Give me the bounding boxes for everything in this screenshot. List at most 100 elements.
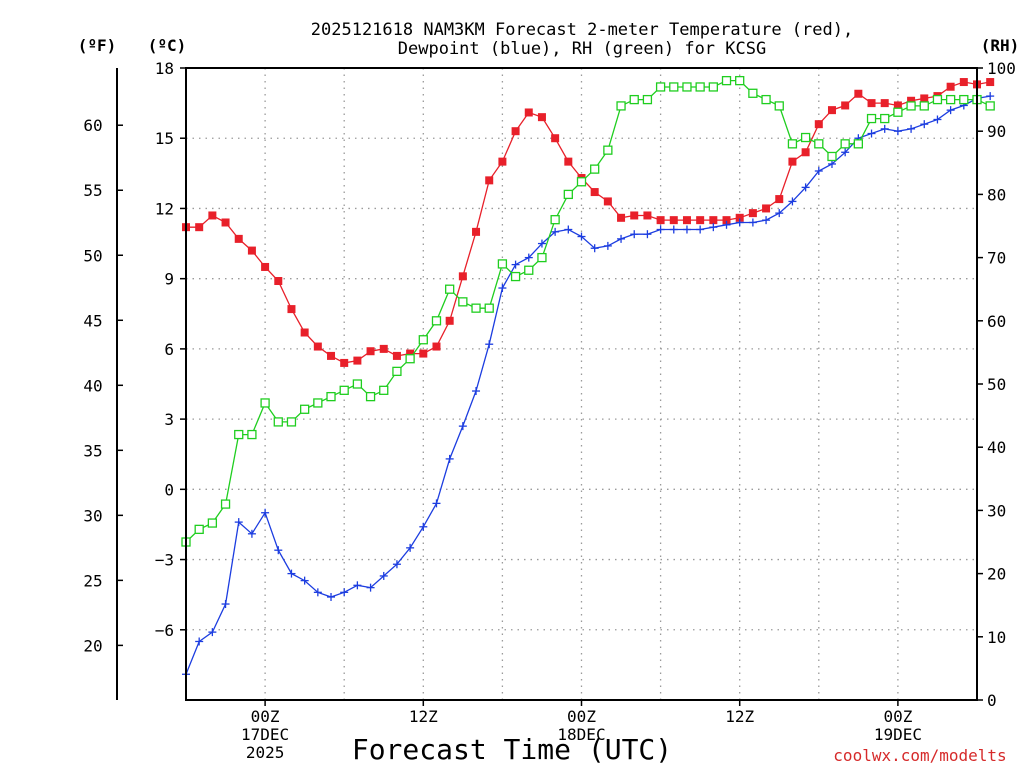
- dewpoint-point: [485, 340, 494, 349]
- rh-point: [721, 75, 732, 86]
- rh-point: [945, 94, 956, 105]
- rh-point: [537, 252, 547, 263]
- temperature-point: [986, 78, 995, 87]
- series-dewpoint: [182, 92, 995, 679]
- rh-point: [445, 284, 455, 294]
- temperature-point: [735, 213, 744, 222]
- fahrenheit-tick-label: 30: [83, 506, 102, 525]
- rh-point: [220, 499, 231, 509]
- rh-point: [273, 417, 283, 427]
- dewpoint-point: [893, 127, 902, 136]
- dewpoint-point: [221, 600, 230, 609]
- temperature-point: [511, 127, 520, 136]
- rh-point: [695, 82, 705, 92]
- celsius-tick-label: 15: [155, 129, 174, 148]
- temperature-point: [630, 211, 639, 220]
- celsius-tick-label: 6: [164, 340, 174, 359]
- tick-labels: 1815129630−3−660555045403530252010090807…: [83, 59, 1016, 762]
- rh-point: [985, 101, 995, 111]
- dewpoint-point: [498, 284, 507, 293]
- rh-tick-label: 10: [987, 628, 1006, 647]
- temperature-point: [617, 213, 626, 222]
- dewpoint-point: [577, 232, 586, 241]
- rh-point: [866, 113, 877, 124]
- rh-point: [603, 145, 613, 155]
- rh-point: [932, 94, 943, 105]
- temperature-point: [920, 94, 929, 103]
- series-layer: [181, 75, 995, 679]
- temperature-point: [564, 157, 573, 166]
- rh-point: [840, 139, 850, 149]
- rh-point: [748, 88, 758, 98]
- dewpoint-point: [274, 546, 283, 555]
- dewpoint-point: [946, 106, 955, 115]
- dewpoint-point: [419, 522, 428, 531]
- temperature-point: [788, 157, 797, 166]
- temperature-point: [300, 328, 309, 337]
- rh-point: [194, 524, 204, 535]
- rh-point: [379, 385, 389, 395]
- temperature-point: [366, 347, 375, 356]
- rh-point: [735, 75, 745, 86]
- rh-point: [774, 101, 784, 111]
- dewpoint-point: [643, 230, 652, 239]
- dewpoint-point: [827, 159, 836, 168]
- temperature-point: [827, 106, 836, 115]
- temperature-point: [643, 211, 652, 220]
- rh-point: [458, 297, 468, 307]
- temperature-point: [498, 157, 507, 166]
- temperature-point: [340, 358, 349, 367]
- temperature-point: [392, 351, 401, 360]
- dewpoint-point: [841, 148, 850, 157]
- temperature-point: [841, 101, 850, 110]
- rh-point: [642, 94, 653, 105]
- temperature-point: [603, 197, 612, 206]
- temperature-point: [327, 351, 336, 360]
- temperature-point: [537, 113, 546, 122]
- temperature-point: [748, 209, 757, 218]
- temperature-point: [709, 216, 718, 225]
- dewpoint-point: [669, 225, 678, 234]
- x-tick-label: 17DEC: [241, 725, 289, 744]
- rh-point: [405, 354, 415, 364]
- rh-point: [616, 101, 626, 111]
- dewpoint-point: [340, 588, 349, 597]
- series-rh: [181, 75, 995, 547]
- rh-point: [510, 271, 521, 282]
- dewpoint-point: [247, 529, 256, 538]
- dewpoint-point: [775, 209, 784, 218]
- rh-point: [814, 139, 824, 149]
- rh-point: [787, 139, 798, 149]
- rh-point: [392, 366, 402, 377]
- temperature-point: [907, 96, 916, 105]
- dewpoint-point: [261, 508, 270, 517]
- dewpoint-point: [814, 166, 823, 175]
- rh-point: [906, 101, 916, 111]
- temperature-point: [814, 120, 823, 129]
- temperature-point: [472, 227, 481, 236]
- temperature-point: [445, 316, 454, 325]
- chart-title-line-1: 2025121618 NAM3KM Forecast 2-meter Tempe…: [311, 20, 853, 40]
- dewpoint-point: [617, 234, 626, 243]
- rh-point: [827, 151, 837, 162]
- dewpoint-point: [603, 241, 612, 250]
- x-tick-label: 12Z: [725, 707, 754, 726]
- dewpoint-point: [696, 225, 705, 234]
- series-line: [185, 79, 991, 543]
- dewpoint-point: [511, 260, 520, 269]
- x-tick-label: 2025: [246, 743, 285, 762]
- rh-tick-label: 80: [987, 185, 1006, 204]
- celsius-tick-label: 12: [155, 199, 174, 218]
- rh-point: [431, 316, 442, 326]
- celsius-tick-label: −6: [155, 621, 174, 640]
- dewpoint-point: [524, 253, 533, 262]
- celsius-tick-label: 0: [164, 480, 174, 499]
- celsius-tick-label: 3: [164, 410, 174, 429]
- temperature-point: [762, 204, 771, 213]
- rh-tick-label: 0: [987, 691, 997, 710]
- chart-title-line-2: Dewpoint (blue), RH (green) for KCSG: [398, 39, 766, 59]
- temperature-point: [775, 195, 784, 204]
- dewpoint-point: [788, 197, 797, 206]
- temperature-point: [261, 262, 270, 271]
- rh-point: [260, 398, 270, 408]
